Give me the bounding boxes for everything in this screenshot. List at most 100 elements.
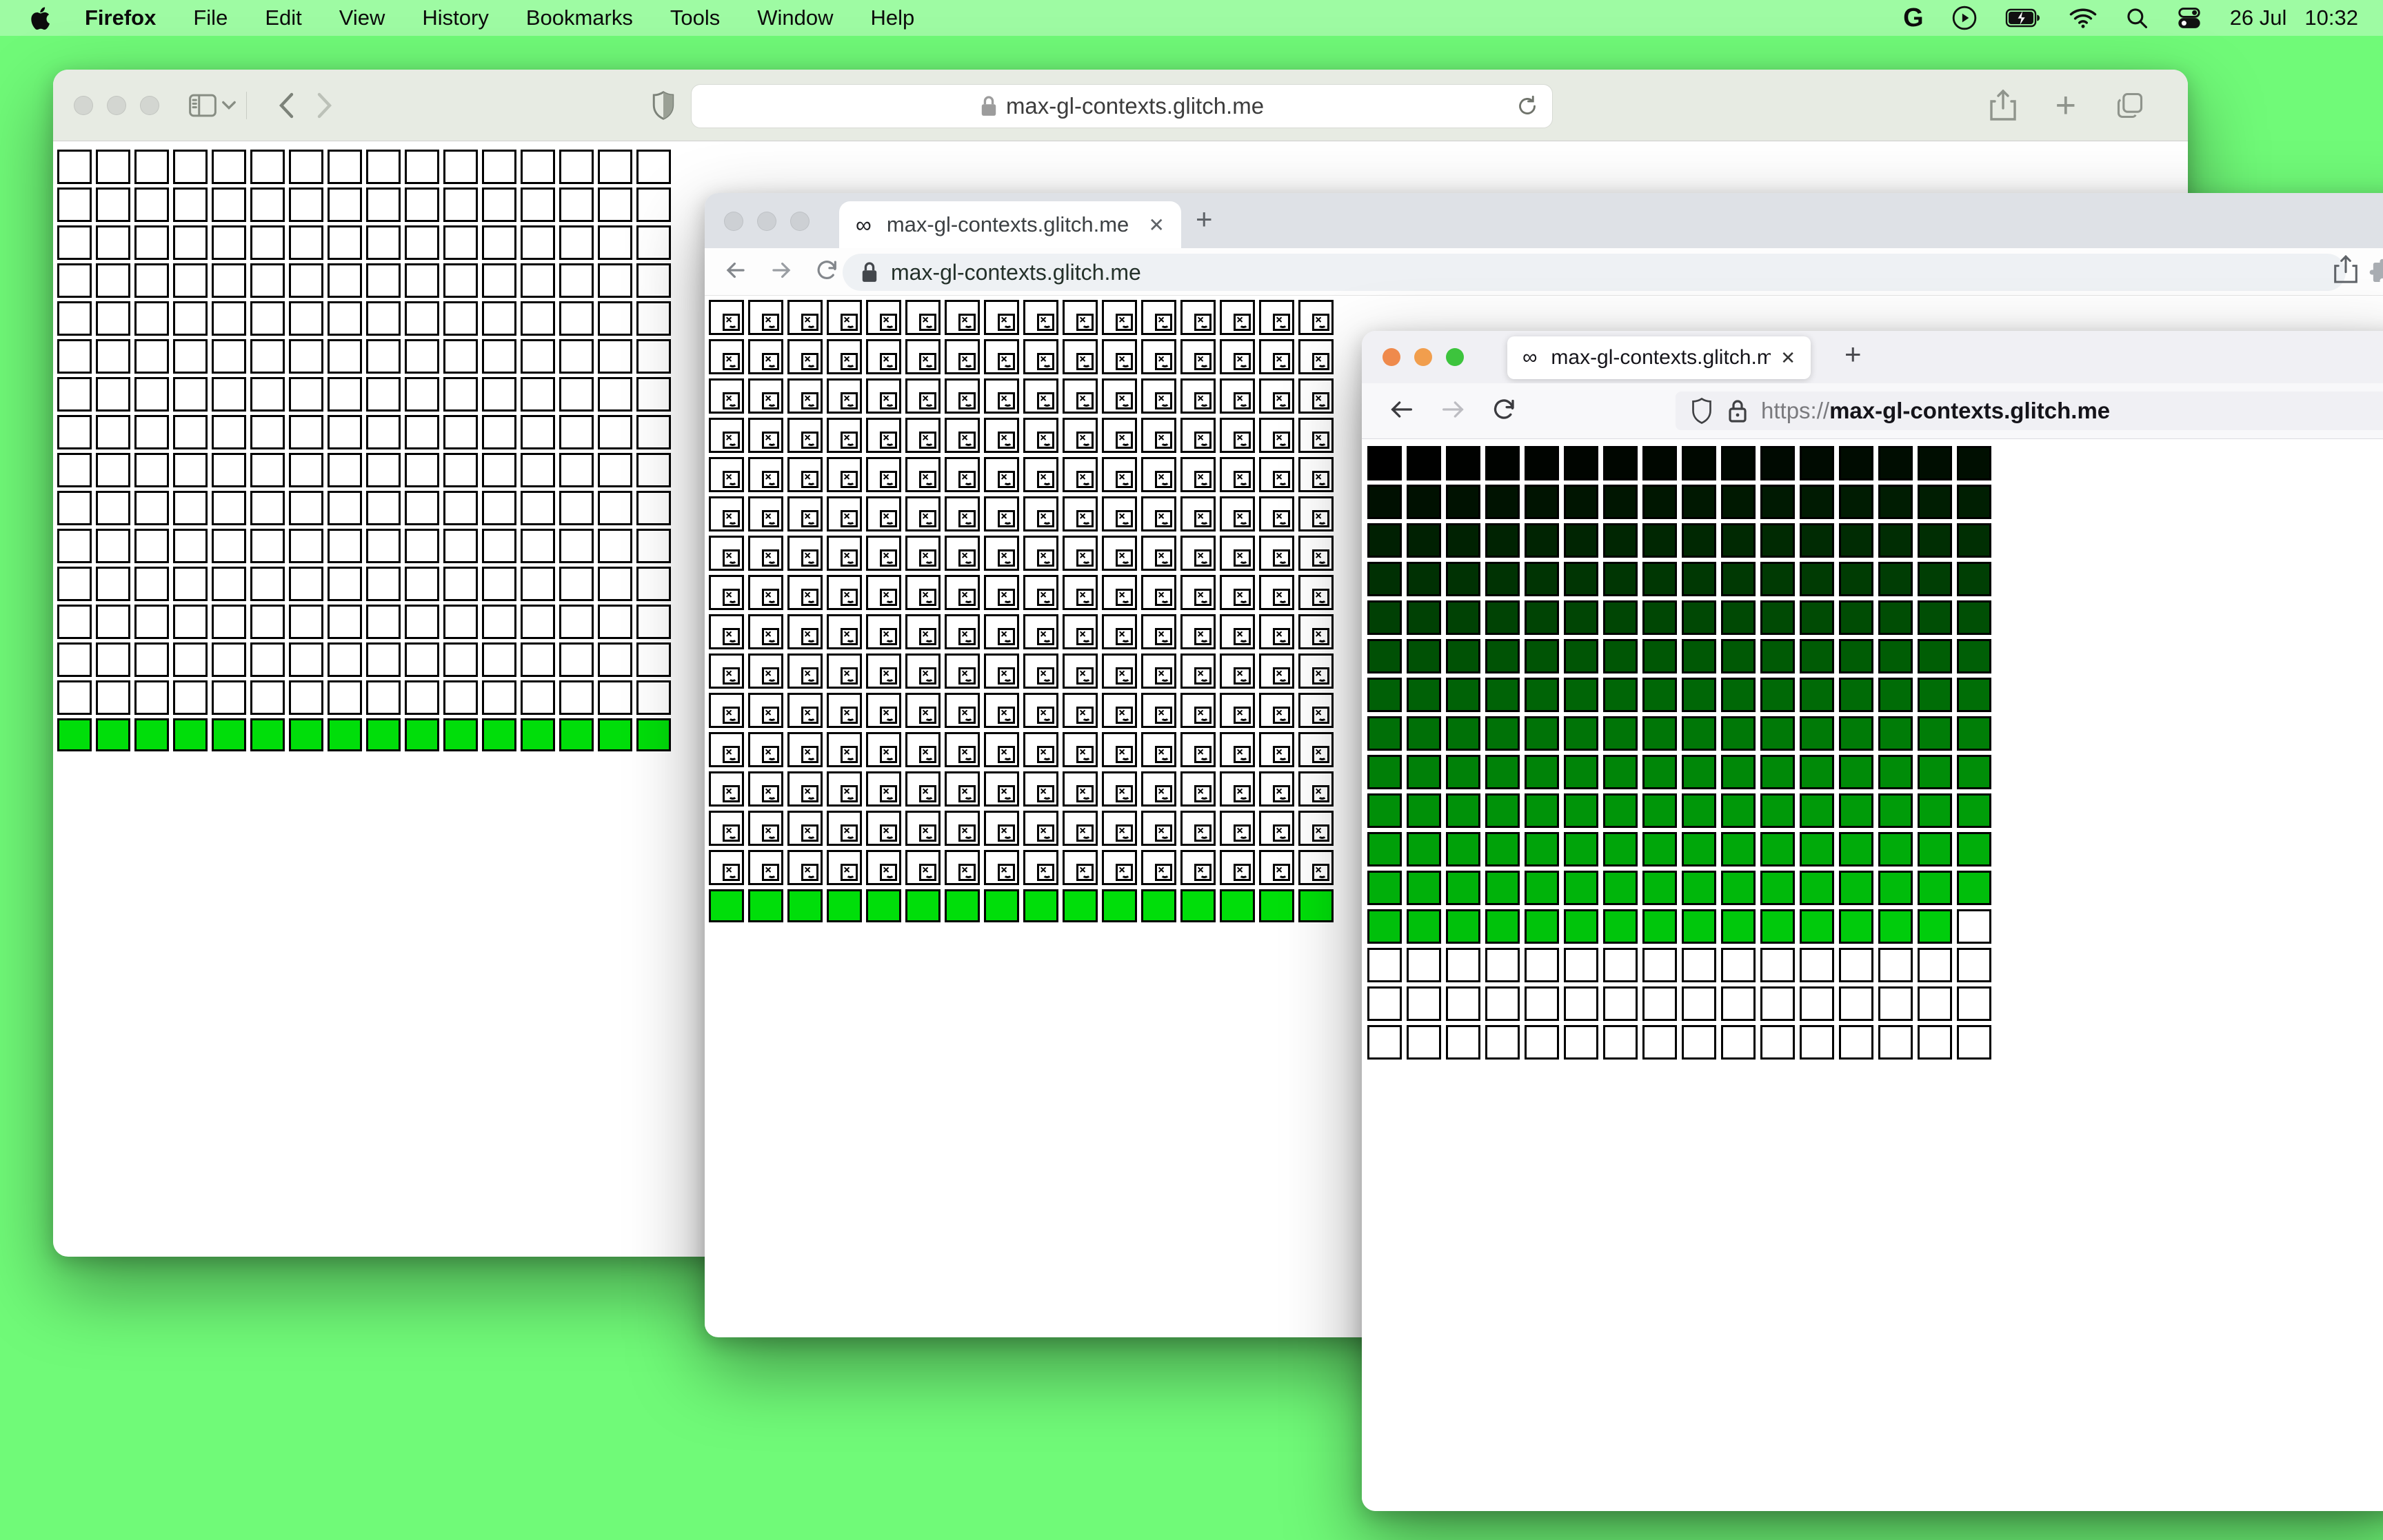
sidebar-icon[interactable] [188, 93, 217, 118]
broken-image-icon: × [880, 549, 897, 567]
close-button[interactable] [724, 212, 743, 231]
forward-icon[interactable] [768, 257, 794, 287]
gl-canvas-cell [1367, 600, 1402, 635]
broken-image-icon: × [841, 431, 858, 449]
forward-icon[interactable] [316, 92, 334, 119]
empty-canvas-cell [212, 567, 246, 601]
broken-image-icon: × [841, 863, 858, 881]
menu-app-name[interactable]: Firefox [85, 6, 157, 30]
share-icon[interactable] [1989, 89, 2017, 122]
privacy-shield-icon[interactable] [652, 90, 675, 121]
broken-image-icon: × [841, 627, 858, 645]
gl-canvas-cell [1564, 678, 1598, 712]
menu-item-tools[interactable]: Tools [670, 6, 721, 30]
safari-url-bar[interactable]: max-gl-contexts.glitch.me [691, 84, 1553, 128]
reload-icon[interactable] [1515, 94, 1540, 119]
gl-canvas-cell [1642, 716, 1677, 751]
broken-image-icon: × [801, 824, 818, 842]
menu-item-help[interactable]: Help [870, 6, 915, 30]
broken-image-cell: × [905, 654, 941, 689]
control-center-icon[interactable] [2176, 5, 2202, 31]
empty-canvas-cell [250, 150, 285, 184]
gl-canvas-cell [1839, 600, 1873, 635]
gl-canvas-cell [1407, 446, 1441, 480]
menu-item-file[interactable]: File [193, 6, 228, 30]
tab-title: max-gl-contexts.glitch.me [886, 212, 1129, 236]
gl-canvas-cell [1603, 871, 1638, 905]
broken-image-cell: × [945, 693, 980, 728]
forward-icon[interactable] [1439, 396, 1467, 427]
gl-canvas-cell [1721, 716, 1756, 751]
gl-canvas-cell [1564, 446, 1598, 480]
tab-close-icon[interactable]: ✕ [1780, 347, 1796, 368]
empty-canvas-cell [250, 642, 285, 677]
new-tab-icon[interactable]: + [2055, 85, 2076, 125]
broken-image-icon: × [1312, 352, 1329, 370]
empty-canvas-cell [57, 529, 92, 563]
gl-canvas-cell [1485, 600, 1520, 635]
gl-canvas-cell [1682, 562, 1716, 596]
chrome-url-bar[interactable]: max-gl-contexts.glitch.me [843, 254, 2346, 291]
menu-item-edit[interactable]: Edit [265, 6, 302, 30]
empty-canvas-cell [443, 567, 478, 601]
broken-image-cell: × [1102, 771, 1137, 807]
broken-image-icon: × [1116, 588, 1133, 606]
zoom-button[interactable] [140, 95, 159, 115]
back-icon[interactable] [723, 257, 749, 287]
lost-context-cell [1760, 948, 1795, 982]
menu-item-view[interactable]: View [339, 6, 385, 30]
reload-icon[interactable] [814, 257, 840, 287]
empty-canvas-cell [598, 605, 632, 639]
gl-canvas-cell [1721, 832, 1756, 867]
gl-canvas-cell [1957, 600, 1991, 635]
zoom-button[interactable] [1446, 348, 1464, 366]
extensions-puzzle-icon[interactable] [2368, 258, 2383, 290]
close-button[interactable] [1382, 348, 1400, 366]
firefox-active-tab[interactable]: ∞ max-gl-contexts.glitch.me/ ✕ [1507, 336, 1811, 379]
broken-image-icon: × [762, 313, 779, 331]
empty-canvas-cell [173, 415, 208, 449]
gl-canvas-cell [1525, 446, 1559, 480]
broken-image-cell: × [1259, 811, 1294, 846]
play-circle-icon[interactable] [1951, 5, 1978, 31]
tab-close-icon[interactable]: ✕ [1148, 214, 1165, 236]
tab-overview-icon[interactable] [2115, 90, 2145, 121]
new-tab-button[interactable]: + [1196, 203, 1213, 235]
share-icon[interactable] [2333, 254, 2358, 288]
gl-canvas-cell [1918, 793, 1952, 828]
firefox-url-bar[interactable]: https://max-gl-contexts.glitch.me [1676, 392, 2383, 430]
minimize-button[interactable] [107, 95, 126, 115]
minimize-button[interactable] [757, 212, 776, 231]
back-icon[interactable] [1388, 396, 1416, 427]
menu-item-window[interactable]: Window [757, 6, 834, 30]
close-button[interactable] [74, 95, 93, 115]
new-tab-button[interactable]: + [1844, 338, 1862, 370]
gl-canvas-cell [1721, 600, 1756, 635]
menu-clock[interactable]: 26 Jul 10:32 [2230, 6, 2358, 30]
lost-context-cell [1485, 986, 1520, 1021]
gl-canvas-cell [1603, 678, 1638, 712]
empty-canvas-cell [598, 529, 632, 563]
empty-canvas-cell [289, 263, 323, 298]
gl-canvas-cell [1525, 600, 1559, 635]
minimize-button[interactable] [1414, 348, 1432, 366]
wifi-icon[interactable] [2069, 7, 2098, 29]
broken-image-cell: × [1102, 457, 1137, 492]
battery-charging-icon[interactable] [2005, 8, 2041, 28]
menu-item-bookmarks[interactable]: Bookmarks [525, 6, 633, 30]
apple-menu-icon[interactable] [28, 4, 66, 32]
search-icon[interactable] [2125, 6, 2149, 30]
broken-image-icon: × [723, 392, 740, 409]
back-icon[interactable] [277, 92, 295, 119]
chevron-down-icon[interactable] [221, 100, 237, 111]
zoom-button[interactable] [790, 212, 810, 231]
google-icon[interactable]: G [1903, 3, 1924, 32]
reload-icon[interactable] [1490, 396, 1518, 427]
broken-image-icon: × [1116, 745, 1133, 763]
menu-item-history[interactable]: History [422, 6, 489, 30]
gl-canvas-cell [1682, 523, 1716, 558]
empty-canvas-cell [57, 188, 92, 222]
broken-image-cell: × [1220, 614, 1255, 649]
chrome-active-tab[interactable]: ∞ max-gl-contexts.glitch.me ✕ [839, 201, 1181, 248]
broken-image-cell: × [945, 300, 980, 335]
